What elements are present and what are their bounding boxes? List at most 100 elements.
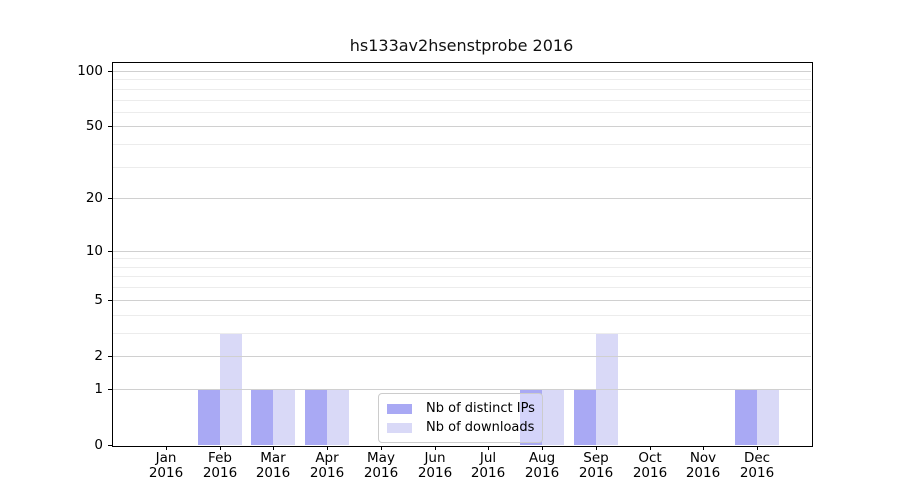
gridline-major bbox=[112, 389, 811, 390]
gridline-minor bbox=[112, 267, 811, 268]
x-tick-mar bbox=[273, 446, 274, 450]
gridline-major bbox=[112, 126, 811, 127]
x-tick-label-aug: Aug 2016 bbox=[510, 451, 574, 481]
y-tick-2 bbox=[108, 356, 112, 357]
x-tick-oct bbox=[650, 446, 651, 450]
x-tick-label-line: 2016 bbox=[148, 465, 184, 481]
y-tick-50 bbox=[108, 126, 112, 127]
x-tick-label-nov: Nov 2016 bbox=[671, 451, 735, 481]
y-tick-20 bbox=[108, 198, 112, 199]
gridline-minor bbox=[112, 79, 811, 80]
y-tick-10 bbox=[108, 251, 112, 252]
x-tick-label-line: 2016 bbox=[202, 465, 238, 481]
gridline-minor bbox=[112, 112, 811, 113]
plot-border bbox=[112, 62, 813, 447]
x-tick-jul bbox=[488, 446, 489, 450]
legend-item-downloads: Nb of downloads bbox=[385, 418, 536, 437]
x-tick-label-line: May bbox=[367, 450, 395, 466]
x-tick-label-line: 2016 bbox=[309, 465, 345, 481]
x-tick-sep bbox=[596, 446, 597, 450]
x-tick-label-may: May 2016 bbox=[349, 451, 413, 481]
bar-distinct-ips-mar bbox=[251, 389, 273, 445]
y-tick-label-50: 50 bbox=[85, 118, 103, 134]
y-tick-label-10: 10 bbox=[85, 243, 103, 259]
x-tick-label-line: 2016 bbox=[578, 465, 614, 481]
bar-distinct-ips-feb bbox=[198, 389, 220, 445]
bar-distinct-ips-sep bbox=[574, 389, 596, 445]
x-tick-label-line: 2016 bbox=[255, 465, 291, 481]
legend-label-downloads: Nb of downloads bbox=[426, 419, 535, 435]
gridline-minor bbox=[112, 144, 811, 145]
x-tick-label-line: 2016 bbox=[363, 465, 399, 481]
bar-downloads-mar bbox=[273, 389, 295, 445]
x-tick-label-line: 2016 bbox=[524, 465, 560, 481]
legend-swatch-distinct-ips bbox=[387, 403, 412, 414]
gridline-minor bbox=[112, 258, 811, 259]
legend: Nb of distinct IPs Nb of downloads bbox=[378, 393, 543, 443]
x-tick-jun bbox=[435, 446, 436, 450]
x-tick-dec bbox=[757, 446, 758, 450]
x-tick-label-line: 2016 bbox=[417, 465, 453, 481]
bar-distinct-ips-dec bbox=[735, 389, 757, 445]
x-tick-label-line: Jul bbox=[479, 450, 497, 466]
gridline-minor bbox=[112, 100, 811, 101]
x-tick-aug bbox=[542, 446, 543, 450]
gridline-minor bbox=[112, 287, 811, 288]
bar-downloads-dec bbox=[757, 389, 779, 445]
x-tick-apr bbox=[327, 446, 328, 450]
x-tick-jan bbox=[166, 446, 167, 450]
x-tick-label-line: Jan bbox=[155, 450, 177, 466]
x-tick-label-line: Nov bbox=[689, 450, 717, 466]
gridline-major bbox=[112, 71, 811, 72]
x-tick-label-line: Aug bbox=[528, 450, 556, 466]
x-tick-label-line: Mar bbox=[260, 450, 286, 466]
x-tick-label-line: 2016 bbox=[685, 465, 721, 481]
y-tick-label-0: 0 bbox=[94, 437, 103, 453]
gridline-major bbox=[112, 251, 811, 252]
y-tick-0 bbox=[108, 445, 112, 446]
legend-label-distinct-ips: Nb of distinct IPs bbox=[426, 400, 535, 416]
x-tick-may bbox=[381, 446, 382, 450]
gridline-minor bbox=[112, 89, 811, 90]
gridline-major bbox=[112, 300, 811, 301]
bar-downloads-apr bbox=[327, 389, 349, 445]
x-tick-label-line: Dec bbox=[743, 450, 771, 466]
y-tick-100 bbox=[108, 71, 112, 72]
gridline-minor bbox=[112, 276, 811, 277]
x-tick-label-line: 2016 bbox=[739, 465, 775, 481]
gridline-minor bbox=[112, 333, 811, 334]
x-tick-label-line: Jun bbox=[424, 450, 446, 466]
x-tick-label-sep: Sep 2016 bbox=[564, 451, 628, 481]
x-tick-label-jul: Jul 2016 bbox=[456, 451, 520, 481]
legend-swatch-downloads bbox=[387, 422, 412, 433]
chart-title: hs133av2hsenstprobe 2016 bbox=[349, 36, 574, 55]
y-tick-1 bbox=[108, 389, 112, 390]
x-tick-nov bbox=[703, 446, 704, 450]
legend-item-distinct-ips: Nb of distinct IPs bbox=[385, 399, 536, 418]
x-tick-label-line: Oct bbox=[638, 450, 662, 466]
x-tick-label-apr: Apr 2016 bbox=[295, 451, 359, 481]
x-tick-label-line: 2016 bbox=[632, 465, 668, 481]
x-tick-label-jun: Jun 2016 bbox=[403, 451, 467, 481]
y-tick-label-1: 1 bbox=[94, 381, 103, 397]
x-tick-label-line: 2016 bbox=[470, 465, 506, 481]
x-tick-label-dec: Dec 2016 bbox=[725, 451, 789, 481]
x-tick-label-line: Feb bbox=[208, 450, 232, 466]
y-tick-label-5: 5 bbox=[94, 292, 103, 308]
y-tick-label-2: 2 bbox=[94, 348, 103, 364]
gridline-major bbox=[112, 198, 811, 199]
x-tick-label-line: Sep bbox=[583, 450, 609, 466]
y-tick-label-100: 100 bbox=[77, 63, 103, 79]
gridline-minor bbox=[112, 315, 811, 316]
x-tick-label-jan: Jan 2016 bbox=[134, 451, 198, 481]
y-tick-label-20: 20 bbox=[85, 190, 103, 206]
gridline-major bbox=[112, 356, 811, 357]
x-tick-label-oct: Oct 2016 bbox=[618, 451, 682, 481]
x-tick-feb bbox=[220, 446, 221, 450]
bar-distinct-ips-apr bbox=[305, 389, 327, 445]
gridline-minor bbox=[112, 167, 811, 168]
y-tick-5 bbox=[108, 300, 112, 301]
x-tick-label-feb: Feb 2016 bbox=[188, 451, 252, 481]
x-tick-label-line: Apr bbox=[315, 450, 339, 466]
